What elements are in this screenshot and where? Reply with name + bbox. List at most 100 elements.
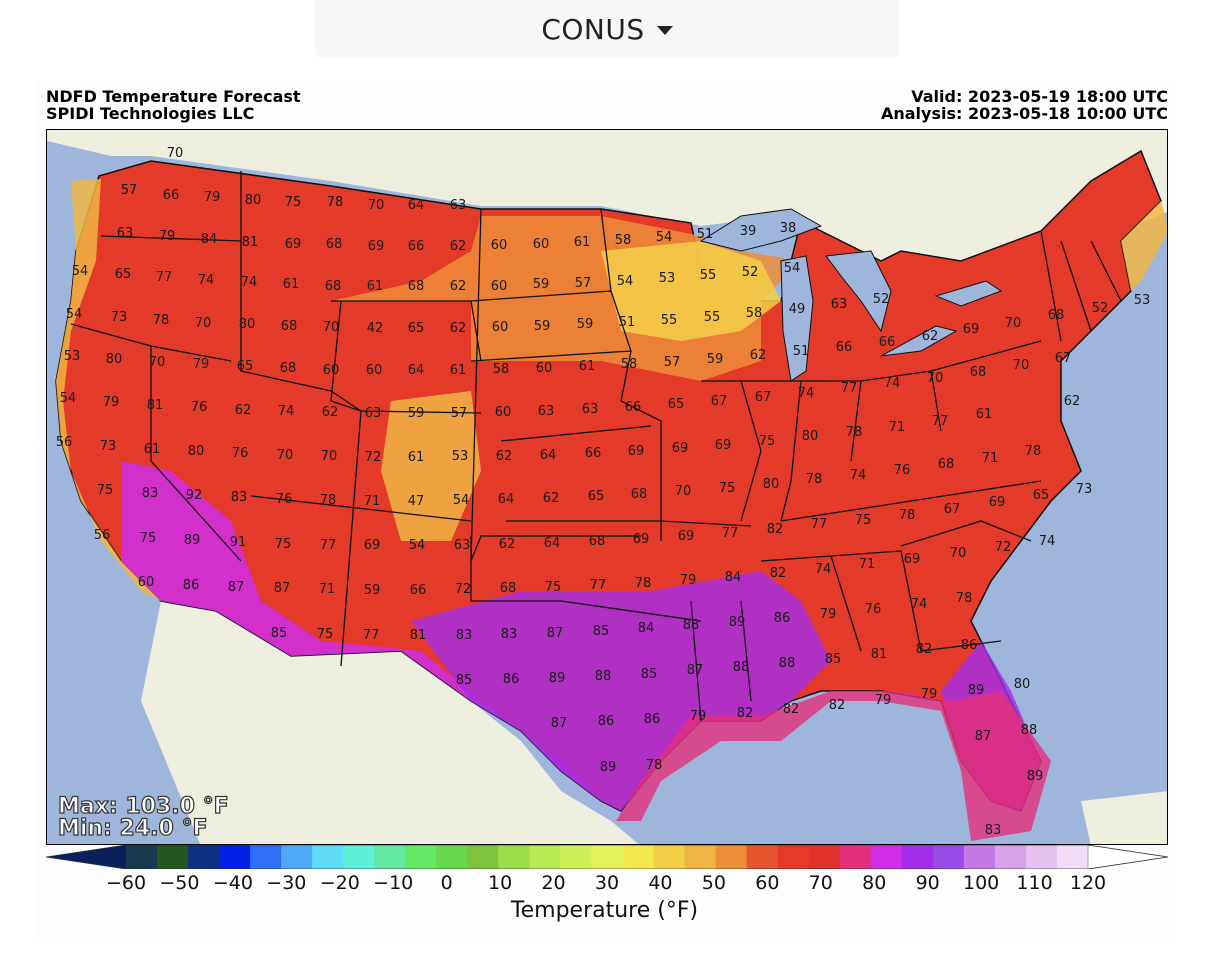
map-temperature-label: 78 <box>956 591 973 606</box>
map-temperature-label: 62 <box>499 537 516 552</box>
map-temperature-label: 65 <box>1033 488 1050 503</box>
map-temperature-label: 68 <box>280 361 297 376</box>
map-temperature-label: 69 <box>963 322 980 337</box>
map-temperature-label: 73 <box>100 439 117 454</box>
colorbar-swatch <box>436 845 468 869</box>
map-temperature-label: 74 <box>911 597 928 612</box>
map-temperature-label: 79 <box>690 709 707 724</box>
map-temperature-label: 60 <box>366 363 383 378</box>
map-temperature-label: 83 <box>456 628 473 643</box>
map-temperature-label: 81 <box>871 647 888 662</box>
map-temperature-label: 88 <box>683 618 700 633</box>
map-temperature-label: 52 <box>742 265 759 280</box>
map-temperature-label: 89 <box>549 671 566 686</box>
colorbar-swatch <box>715 845 748 869</box>
colorbar-swatch <box>591 845 624 869</box>
map-temperature-label: 87 <box>547 626 564 641</box>
map-temperature-label: 63 <box>365 406 382 421</box>
map-temperature-label: 77 <box>841 381 858 396</box>
map-temperature-label: 88 <box>1021 723 1038 738</box>
map-temperature-label: 68 <box>631 487 648 502</box>
region-selector-dropdown[interactable]: CONUS <box>315 0 899 58</box>
map-temperature-label: 79 <box>875 693 892 708</box>
map-temperature-label: 67 <box>944 502 961 517</box>
lake-ontario <box>934 280 1003 307</box>
map-temperature-label: 84 <box>201 232 218 247</box>
map-temperature-label: 84 <box>725 570 742 585</box>
colorbar-swatch <box>188 845 220 869</box>
map-temperature-label: 53 <box>452 449 469 464</box>
map-temperature-label: 51 <box>793 344 810 359</box>
map-temperature-label: 69 <box>628 444 645 459</box>
map-temperature-label: 80 <box>763 477 780 492</box>
map-temperature-label: 62 <box>450 321 467 336</box>
map-temperature-label: 89 <box>729 615 746 630</box>
colorbar-tick-label: 40 <box>648 872 673 894</box>
map-temperature-label: 69 <box>715 438 732 453</box>
map-temperature-label: 52 <box>873 292 890 307</box>
map-temperature-label: 81 <box>242 235 259 250</box>
map-temperature-label: 58 <box>615 233 632 248</box>
map-temperature-label: 72 <box>365 450 382 465</box>
map-temperature-label: 63 <box>454 538 471 553</box>
colorbar-ticks: −60 −50 −40 −30 −20 −10 0 10 20 30 40 50 60 70 80 90 100… <box>0 872 1209 894</box>
map-temperature-label: 63 <box>450 198 467 213</box>
colorbar-tick-label: −50 <box>159 872 200 894</box>
map-temperature-label: 39 <box>740 224 757 239</box>
caret-down-icon <box>656 25 673 35</box>
map-temperature-label: 74 <box>798 386 815 401</box>
min-temperature: Min: 24.0 °F <box>57 816 208 841</box>
map-temperature-label: 79 <box>921 687 938 702</box>
map-temperature-label: 63 <box>582 402 599 417</box>
map-temperature-label: 74 <box>278 404 295 419</box>
map-temperature-label: 79 <box>680 573 697 588</box>
map-temperature-label: 75 <box>140 531 157 546</box>
bahamas-cuba-land <box>1081 791 1167 844</box>
map-temperature-label: 81 <box>410 628 427 643</box>
stats-box: Max: 103.0 °F Min: 24.0 °F <box>57 795 229 841</box>
map-temperature-label: 58 <box>746 306 763 321</box>
map-temperature-label: 54 <box>656 230 673 245</box>
map-temperature-label: 60 <box>491 279 508 294</box>
map-temperature-label: 78 <box>646 758 663 773</box>
map-temperature-label: 68 <box>970 365 987 380</box>
colorbar-swatch <box>1025 845 1058 869</box>
map-temperature-label: 69 <box>364 538 381 553</box>
map-temperature-label: 83 <box>985 823 1002 838</box>
map-temperature-label: 64 <box>544 536 561 551</box>
map-temperature-label: 80 <box>1014 677 1031 692</box>
colorbar-tick-label: 30 <box>594 872 620 894</box>
map-temperature-label: 86 <box>644 712 661 727</box>
analysis-time: Analysis: 2023-05-18 10:00 UTC <box>880 104 1168 123</box>
map-temperature-label: 65 <box>588 489 605 504</box>
map-temperature-label: 54 <box>784 261 801 276</box>
map-temperature-label: 89 <box>1027 769 1044 784</box>
map-temperature-label: 75 <box>545 580 562 595</box>
map-temperature-label: 66 <box>408 239 425 254</box>
map-temperature-label: 54 <box>617 274 634 289</box>
map-temperature-label: 60 <box>492 320 509 335</box>
map-temperature-label: 64 <box>540 448 557 463</box>
map-temperature-label: 64 <box>408 363 425 378</box>
map-temperature-label: 64 <box>408 198 425 213</box>
colorbar-tick-label: 10 <box>488 872 513 894</box>
map-temperature-label: 70 <box>149 355 166 370</box>
colorbar-tick-label: 110 <box>1016 872 1053 894</box>
map-temperature-label: 58 <box>493 362 510 377</box>
lake-huron <box>825 250 892 333</box>
map-temperature-label: 47 <box>408 494 425 509</box>
map-temperature-label: 76 <box>276 492 293 507</box>
map-temperature-label: 76 <box>191 400 208 415</box>
map-temperature-label: 85 <box>641 667 658 682</box>
colorbar-swatch <box>374 845 406 869</box>
new-england-band <box>1121 201 1167 291</box>
map-temperature-label: 78 <box>320 493 337 508</box>
map-temperature-label: 61 <box>579 359 596 374</box>
colorbar-tick-label: 60 <box>755 872 780 894</box>
map-temperature-label: 81 <box>147 398 164 413</box>
map-temperature-label: 77 <box>156 270 173 285</box>
map-temperature-label: 59 <box>577 317 594 332</box>
colorbar-swatch <box>405 845 437 869</box>
map-temperature-label: 56 <box>56 435 73 450</box>
map-temperature-label: 59 <box>534 319 551 334</box>
